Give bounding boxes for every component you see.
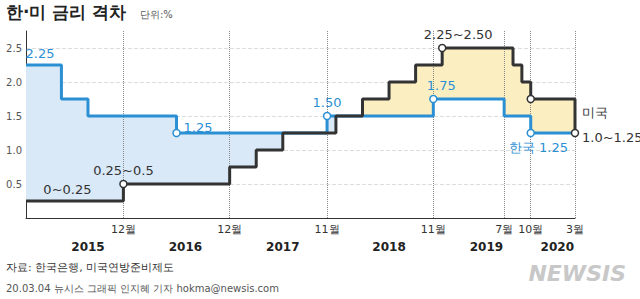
svg-text:3월: 3월 [566, 223, 584, 236]
svg-text:2020: 2020 [541, 240, 574, 254]
svg-text:12월: 12월 [217, 223, 242, 236]
svg-text:2017: 2017 [266, 240, 299, 254]
svg-text:2019: 2019 [470, 240, 503, 254]
svg-text:0.25~0.5: 0.25~0.5 [93, 163, 154, 178]
svg-text:1.25: 1.25 [184, 120, 213, 135]
svg-text:자료: 한국은행, 미국연방준비제도: 자료: 한국은행, 미국연방준비제도 [6, 261, 174, 274]
svg-text:1.0: 1.0 [6, 145, 22, 156]
svg-text:1.0~1.25: 1.0~1.25 [582, 130, 640, 145]
svg-text:2.5: 2.5 [6, 43, 22, 54]
svg-text:2016: 2016 [169, 240, 202, 254]
svg-text:2015: 2015 [71, 240, 104, 254]
svg-text:미국: 미국 [582, 105, 608, 120]
svg-text:2.25~2.50: 2.25~2.50 [424, 27, 493, 42]
svg-text:2.0: 2.0 [6, 77, 22, 88]
svg-text:11월: 11월 [421, 223, 446, 236]
svg-text:한국 1.25: 한국 1.25 [509, 140, 568, 155]
svg-text:2.25: 2.25 [26, 46, 55, 61]
svg-text:2018: 2018 [372, 240, 405, 254]
svg-text:1.75: 1.75 [427, 78, 456, 93]
svg-text:0.5: 0.5 [6, 179, 22, 190]
svg-text:12월: 12월 [111, 223, 136, 236]
svg-text:1.50: 1.50 [313, 95, 342, 110]
svg-text:한·미 금리 격차: 한·미 금리 격차 [6, 2, 126, 22]
svg-text:20.03.04 뉴시스 그래픽 인지혜 기자 hokma@: 20.03.04 뉴시스 그래픽 인지혜 기자 hokma@newsis.com [6, 283, 279, 294]
svg-text:0~0.25: 0~0.25 [43, 182, 91, 197]
svg-text:11월: 11월 [315, 223, 340, 236]
svg-text:NEWSIS: NEWSIS [528, 261, 626, 286]
svg-text:1.5: 1.5 [6, 111, 22, 122]
svg-text:10월: 10월 [518, 223, 543, 236]
svg-text:7월: 7월 [495, 223, 513, 236]
svg-text:단위:%: 단위:% [140, 9, 173, 20]
